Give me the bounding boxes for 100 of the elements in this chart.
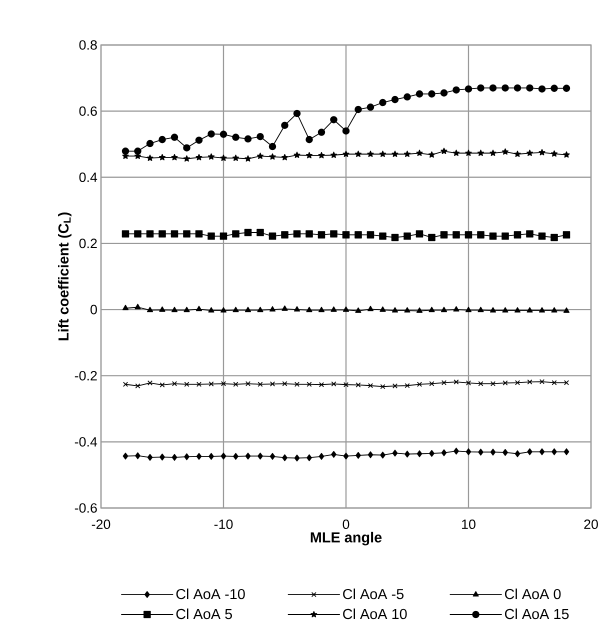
point (354, 150, 362, 157)
point (454, 379, 459, 385)
point (220, 381, 226, 386)
y-tick-label: -0.4 (74, 437, 98, 447)
point (440, 89, 448, 97)
point (538, 232, 546, 240)
point (502, 148, 509, 155)
point (257, 306, 264, 312)
point (416, 382, 422, 387)
y-tick-label: 0 (90, 304, 97, 314)
point (368, 451, 374, 458)
point (195, 136, 203, 144)
point (208, 130, 215, 138)
point (526, 150, 534, 156)
y-tick-label: 0.2 (79, 238, 97, 248)
point (183, 230, 190, 238)
point (232, 154, 240, 161)
point (464, 231, 472, 238)
point (562, 84, 570, 92)
point (538, 85, 546, 93)
point (270, 381, 276, 387)
point (392, 450, 398, 457)
point (331, 450, 336, 458)
y-tick-label: -0.6 (74, 503, 97, 513)
point (172, 381, 178, 386)
point (552, 448, 557, 456)
legend-label: Cl AoA -10 (176, 588, 245, 600)
point (379, 98, 386, 106)
point (245, 452, 251, 460)
point (354, 231, 362, 238)
point (134, 230, 142, 238)
point (428, 151, 436, 158)
point (465, 150, 472, 156)
point (526, 84, 534, 92)
x-tick-label: -20 (92, 520, 110, 530)
point (380, 306, 386, 312)
point (392, 307, 398, 312)
point (282, 381, 288, 386)
point (147, 380, 153, 386)
point (122, 304, 129, 310)
point (282, 305, 288, 311)
point (146, 230, 154, 238)
point (514, 84, 522, 92)
y-tick-label: 0.6 (79, 106, 97, 116)
point (550, 234, 558, 242)
point (245, 381, 251, 386)
point (233, 382, 238, 387)
point (342, 150, 350, 157)
point (244, 135, 252, 143)
point (306, 152, 313, 158)
point (391, 96, 399, 104)
y-tick-label: 0.4 (79, 172, 98, 182)
point (244, 155, 252, 162)
y-tick-label: 0.8 (79, 40, 97, 50)
point (282, 454, 288, 462)
point (158, 136, 166, 144)
point (404, 150, 411, 157)
point (477, 150, 484, 156)
point (490, 150, 496, 156)
point (258, 382, 263, 387)
point (416, 307, 423, 313)
point (489, 84, 497, 92)
point (183, 155, 190, 162)
point (367, 150, 374, 157)
point (379, 150, 386, 157)
point (122, 452, 128, 460)
point (550, 84, 558, 92)
point (158, 154, 166, 160)
point (502, 84, 509, 92)
point (306, 230, 313, 238)
point (552, 380, 557, 386)
point (502, 232, 509, 240)
point (514, 150, 521, 157)
x-tick-label: 0 (342, 520, 350, 530)
point (564, 448, 570, 456)
point (526, 230, 534, 238)
point (281, 122, 288, 129)
point (342, 127, 350, 135)
point (232, 306, 239, 312)
point (356, 452, 361, 459)
point (502, 380, 508, 386)
point (171, 154, 178, 160)
point (233, 452, 238, 460)
legend-label: Cl AoA 5 (176, 608, 232, 620)
point (184, 453, 190, 460)
point (158, 230, 166, 238)
point (258, 452, 263, 460)
y-axis-title: Lift coefficient (C$_{L}$) (58, 212, 72, 340)
point (404, 93, 411, 101)
point (527, 379, 532, 385)
point (354, 106, 362, 114)
point (281, 231, 288, 238)
point (172, 454, 178, 461)
point (366, 104, 374, 111)
point (355, 307, 362, 313)
point (270, 452, 276, 460)
point (208, 452, 214, 460)
point (135, 383, 140, 389)
point (429, 450, 434, 457)
point (453, 306, 460, 312)
